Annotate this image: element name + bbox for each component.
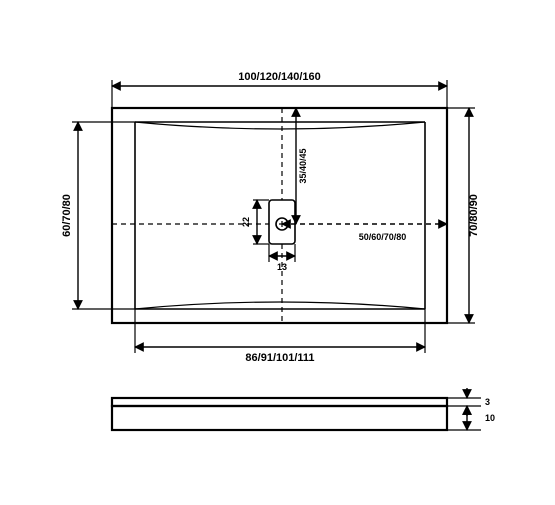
dim-label: 60/70/80 [61, 194, 73, 237]
dim-label: 3 [485, 397, 490, 407]
dim-label: 70/80/90 [468, 194, 480, 237]
side-body [112, 406, 447, 430]
inner-top-curve [135, 122, 425, 129]
dim-label: 22 [241, 217, 251, 227]
dim-label: 100/120/140/160 [238, 71, 321, 83]
dim-label: 13 [277, 262, 287, 272]
tray-outer [112, 108, 447, 323]
side-lip [112, 398, 447, 406]
dim-label: 35/40/45 [298, 148, 308, 183]
dim-label: 10 [485, 413, 495, 423]
dim-label: 86/91/101/111 [245, 352, 314, 364]
dim-label: 50/60/70/80 [359, 232, 407, 242]
inner-bottom-curve [135, 302, 425, 309]
